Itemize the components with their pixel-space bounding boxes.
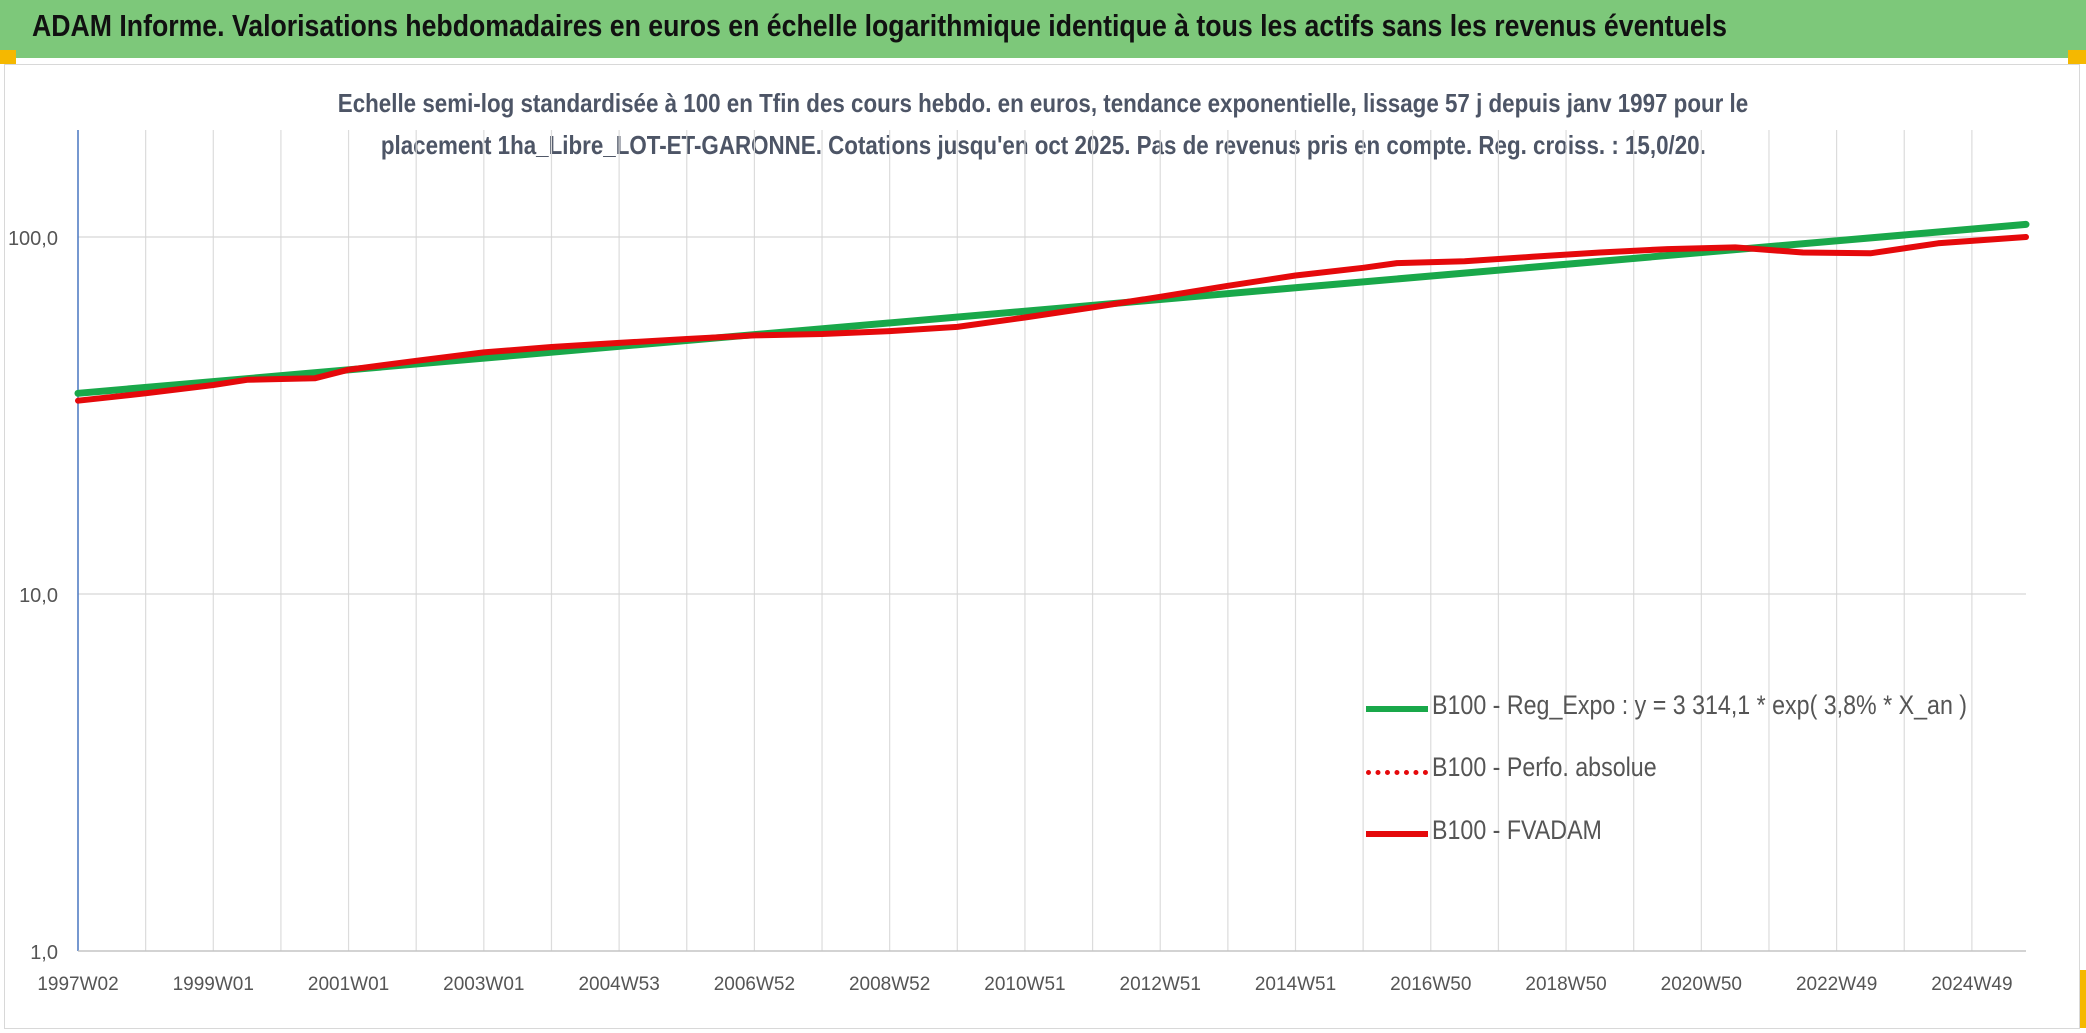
legend-swatch-fvadam [1366, 831, 1428, 837]
series-line-perfo [77, 235, 2027, 403]
x-tick-label: 2018W50 [1525, 974, 1606, 995]
x-tick-label: 2001W01 [308, 974, 389, 995]
chart-title-line-1: Echelle semi-log standardisée à 100 en T… [337, 88, 1749, 118]
x-tick-label: 2020W50 [1661, 974, 1742, 995]
legend-swatch-regression [1366, 706, 1428, 712]
x-tick-label: 2008W52 [849, 974, 930, 995]
legend-label-perfo: B100 - Perfo. absolue [1432, 752, 1657, 782]
x-tick-label: 2012W51 [1120, 974, 1201, 995]
x-tick-label: 1999W01 [173, 974, 254, 995]
series-line-fvadam [75, 234, 2029, 404]
legend-label-regression: B100 - Reg_Expo : y = 3 314,1 * exp( 3,8… [1432, 690, 1968, 720]
x-tick-label: 2006W52 [714, 974, 795, 995]
legend-swatch-perfo [1366, 770, 1428, 775]
x-tick-label: 1997W02 [37, 974, 118, 995]
x-tick-label: 2016W50 [1390, 974, 1471, 995]
x-tick-label: 2024W49 [1931, 974, 2012, 995]
x-tick-label: 2003W01 [443, 974, 524, 995]
corner-accent-bottom-right [2080, 970, 2086, 1028]
tick-labels: 1,0 10,0 100,0 1997W02 1999W01 2001W01 2003W01… [8, 228, 2013, 995]
report-title: ADAM Informe. Valorisations hebdomadaire… [32, 8, 1727, 43]
series-lines [74, 220, 2030, 404]
x-tick-label: 2010W51 [984, 974, 1065, 995]
y-tick-label: 1,0 [30, 942, 58, 964]
corner-accent-right [2068, 50, 2086, 64]
x-tick-label: 2022W49 [1796, 974, 1877, 995]
axes [77, 130, 2026, 952]
chart-title-line-2: placement 1ha_Libre_LOT-ET-GARONNE. Cota… [380, 130, 1706, 160]
legend-label-fvadam: B100 - FVADAM [1432, 815, 1602, 845]
corner-accent-left [0, 50, 16, 64]
x-tick-label: 2004W53 [578, 974, 659, 995]
y-tick-label: 100,0 [8, 228, 58, 250]
chart-frame [4, 64, 2080, 1029]
y-tick-label: 10,0 [19, 585, 58, 607]
x-tick-label: 2014W51 [1255, 974, 1336, 995]
report-banner: ADAM Informe. Valorisations hebdomadaire… [0, 0, 2086, 58]
